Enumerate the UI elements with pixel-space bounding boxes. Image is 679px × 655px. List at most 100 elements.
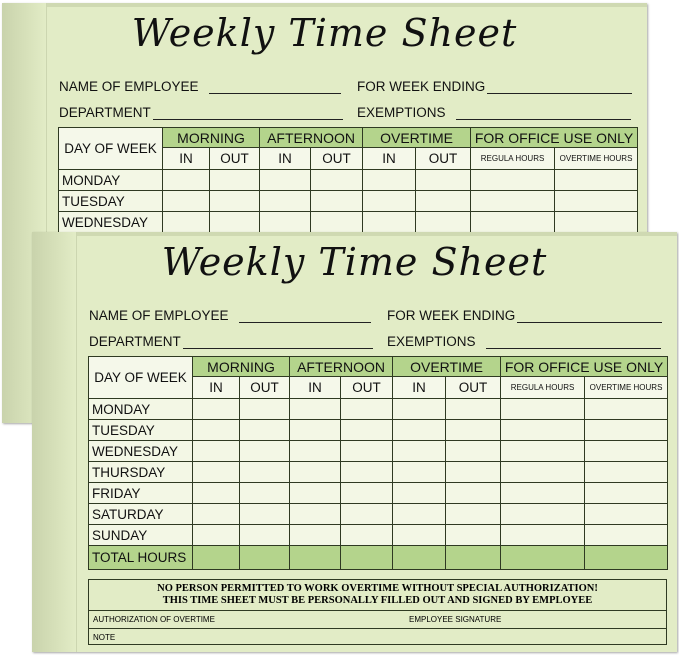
cell[interactable] xyxy=(259,190,312,212)
cell[interactable] xyxy=(584,503,669,525)
cell[interactable] xyxy=(340,482,394,504)
cell[interactable] xyxy=(392,545,447,570)
cell[interactable] xyxy=(238,524,291,546)
cell[interactable] xyxy=(500,461,586,483)
cell[interactable] xyxy=(238,440,291,462)
note-row[interactable]: NOTE xyxy=(89,629,666,646)
cell[interactable] xyxy=(289,398,342,420)
cell[interactable] xyxy=(584,482,669,504)
cell[interactable] xyxy=(362,169,417,191)
cell[interactable] xyxy=(192,440,240,462)
cell[interactable] xyxy=(584,440,669,462)
cell[interactable] xyxy=(362,190,417,212)
cell[interactable] xyxy=(289,440,342,462)
cell[interactable] xyxy=(584,461,669,483)
cell[interactable] xyxy=(415,190,472,212)
day-row: TUESDAY xyxy=(88,419,669,441)
cell[interactable] xyxy=(340,545,394,570)
cell[interactable] xyxy=(392,398,447,420)
cell[interactable] xyxy=(162,190,210,212)
cell[interactable] xyxy=(415,169,472,191)
cell[interactable] xyxy=(584,545,669,570)
cell[interactable] xyxy=(445,461,502,483)
cell[interactable] xyxy=(238,398,291,420)
cell[interactable] xyxy=(289,461,342,483)
cell[interactable] xyxy=(392,503,447,525)
cell[interactable] xyxy=(310,190,364,212)
cell[interactable] xyxy=(500,545,586,570)
cell[interactable] xyxy=(289,419,342,441)
authorization-row[interactable]: AUTHORIZATION OF OVERTIME EMPLOYEE SIGNA… xyxy=(89,611,666,629)
cell[interactable] xyxy=(500,419,586,441)
cell[interactable] xyxy=(208,169,261,191)
cell[interactable] xyxy=(238,419,291,441)
cell[interactable] xyxy=(500,524,586,546)
cell[interactable] xyxy=(192,524,240,546)
cell[interactable] xyxy=(340,440,394,462)
cell[interactable] xyxy=(259,169,312,191)
cell[interactable] xyxy=(310,169,364,191)
cell[interactable] xyxy=(392,461,447,483)
cell[interactable] xyxy=(470,169,556,191)
cell[interactable] xyxy=(340,524,394,546)
cell[interactable] xyxy=(162,211,210,233)
exemptions-field[interactable]: EXEMPTIONS xyxy=(357,105,631,120)
employee-name-field[interactable]: NAME OF EMPLOYEE xyxy=(89,308,371,323)
cell[interactable] xyxy=(392,524,447,546)
cell[interactable] xyxy=(208,190,261,212)
cell[interactable] xyxy=(238,545,291,570)
cell[interactable] xyxy=(554,211,639,233)
cell[interactable] xyxy=(192,398,240,420)
week-ending-field[interactable]: FOR WEEK ENDING xyxy=(357,79,633,94)
cell[interactable] xyxy=(310,211,364,233)
cell[interactable] xyxy=(289,524,342,546)
cell[interactable] xyxy=(392,440,447,462)
cell[interactable] xyxy=(238,503,291,525)
cell[interactable] xyxy=(470,190,556,212)
week-ending-field[interactable]: FOR WEEK ENDING xyxy=(387,308,663,323)
sheet-title: Weekly Time Sheet xyxy=(161,240,548,284)
cell[interactable] xyxy=(340,461,394,483)
cell[interactable] xyxy=(238,482,291,504)
cell[interactable] xyxy=(584,419,669,441)
cell[interactable] xyxy=(554,190,639,212)
cell[interactable] xyxy=(500,503,586,525)
cell[interactable] xyxy=(500,482,586,504)
cell[interactable] xyxy=(445,524,502,546)
cell[interactable] xyxy=(445,545,502,570)
cell[interactable] xyxy=(340,419,394,441)
cell[interactable] xyxy=(445,482,502,504)
cell[interactable] xyxy=(289,503,342,525)
cell[interactable] xyxy=(584,524,669,546)
cell[interactable] xyxy=(192,419,240,441)
cell[interactable] xyxy=(392,482,447,504)
exemptions-field[interactable]: EXEMPTIONS xyxy=(387,334,661,349)
cell[interactable] xyxy=(445,419,502,441)
cell[interactable] xyxy=(238,461,291,483)
cell[interactable] xyxy=(362,211,417,233)
cell[interactable] xyxy=(340,398,394,420)
cell[interactable] xyxy=(192,461,240,483)
department-field[interactable]: DEPARTMENT xyxy=(89,334,373,349)
cell[interactable] xyxy=(192,482,240,504)
cell[interactable] xyxy=(289,545,342,570)
cell[interactable] xyxy=(500,440,586,462)
cell[interactable] xyxy=(554,169,639,191)
cell[interactable] xyxy=(192,545,240,570)
cell[interactable] xyxy=(470,211,556,233)
cell[interactable] xyxy=(445,398,502,420)
cell[interactable] xyxy=(340,503,394,525)
employee-name-field[interactable]: NAME OF EMPLOYEE xyxy=(59,79,341,94)
cell[interactable] xyxy=(445,503,502,525)
cell[interactable] xyxy=(259,211,312,233)
cell[interactable] xyxy=(289,482,342,504)
cell[interactable] xyxy=(208,211,261,233)
cell[interactable] xyxy=(500,398,586,420)
cell[interactable] xyxy=(192,503,240,525)
department-field[interactable]: DEPARTMENT xyxy=(59,105,343,120)
cell[interactable] xyxy=(584,398,669,420)
cell[interactable] xyxy=(445,440,502,462)
cell[interactable] xyxy=(415,211,472,233)
cell[interactable] xyxy=(392,419,447,441)
cell[interactable] xyxy=(162,169,210,191)
